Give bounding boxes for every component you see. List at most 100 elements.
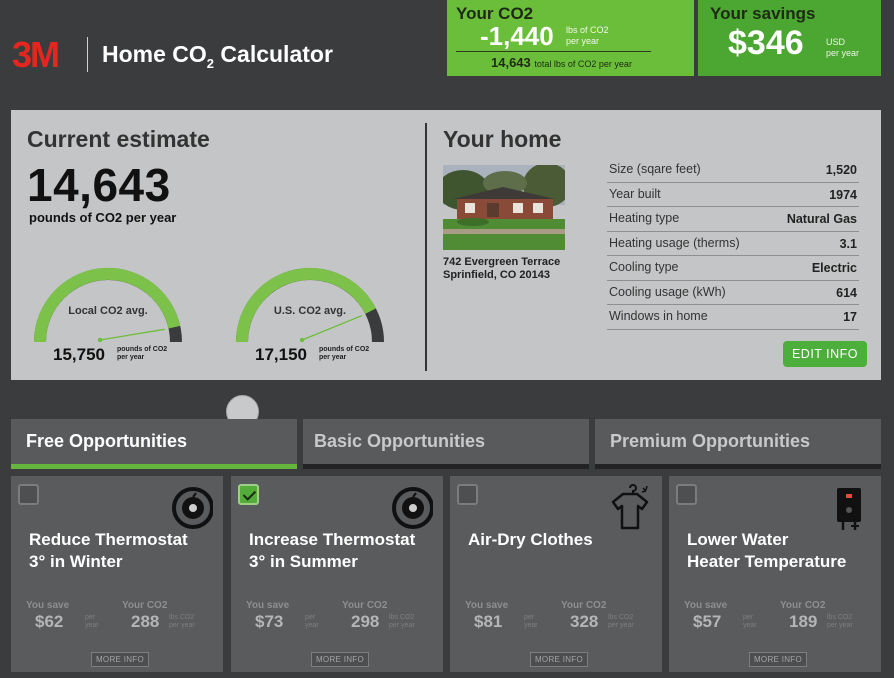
svg-text:3M: 3M xyxy=(12,38,58,70)
tab-label: Free Opportunities xyxy=(26,431,188,451)
your-co2-rule xyxy=(456,51,651,52)
tab-label: Premium Opportunities xyxy=(610,431,811,451)
gauge-label: U.S. CO2 avg. xyxy=(273,305,347,317)
address-line-1: 742 Evergreen Terrace xyxy=(443,256,561,268)
gauge-needle-dot xyxy=(299,337,305,343)
current-estimate-unit: pounds of CO2 per year xyxy=(29,210,177,225)
gauge-value: 17,150 xyxy=(255,345,307,364)
your-co2-label: Your CO2 xyxy=(456,4,534,23)
detail-row: Year built 1974 xyxy=(607,183,859,207)
you-save-unit: per year xyxy=(85,614,99,629)
you-save-value: $62 xyxy=(35,612,64,631)
opportunity-card[interactable]: Lower Water Heater Temperature You save $… xyxy=(669,476,881,672)
tab-premium-opportunities[interactable]: Premium Opportunities xyxy=(595,419,881,469)
panel-separator xyxy=(425,123,427,371)
tab-label: Basic Opportunities xyxy=(314,431,486,451)
detail-row: Heating usage (therms) 3.1 xyxy=(607,232,859,256)
you-save-unit: per year xyxy=(524,614,538,629)
detail-row: Size (sqare feet) 1,520 xyxy=(607,158,859,183)
more-info-button[interactable]: MORE INFO xyxy=(91,652,149,667)
tab-basic-opportunities[interactable]: Basic Opportunities xyxy=(303,419,589,469)
your-co2-unit: lbs of CO2 per year xyxy=(566,25,609,46)
us-co2-gauge: U.S. CO2 avg. 17,150 pounds of CO2 per ye… xyxy=(230,260,390,375)
header-divider xyxy=(87,37,88,72)
your-co2-value: 328 xyxy=(570,612,599,631)
gauge-needle xyxy=(99,328,165,341)
you-save-label: You save xyxy=(684,600,728,611)
local-co2-gauge: Local CO2 avg. 15,750 pounds of CO2 per y… xyxy=(28,260,188,375)
address-line-2: Sprinfield, CO 20143 xyxy=(443,269,550,281)
opportunity-title: Lower Water Heater Temperature xyxy=(687,530,847,571)
thermostat-icon xyxy=(392,487,433,529)
opportunity-card[interactable]: Reduce Thermostat 3° in Winter You save $… xyxy=(11,476,223,672)
your-co2-value: 298 xyxy=(351,612,380,631)
your-savings-unit: USD per year xyxy=(826,37,860,58)
your-co2-unit: lbs CO2 per year xyxy=(389,614,415,629)
tab-indicator xyxy=(303,464,589,469)
gauge-unit: pounds of CO2 per year xyxy=(117,346,168,361)
opportunity-checkbox[interactable] xyxy=(676,484,697,505)
water-heater-icon xyxy=(837,488,861,530)
you-save-value: $73 xyxy=(255,612,284,631)
more-info-button[interactable]: MORE INFO xyxy=(530,652,588,667)
you-save-unit: per year xyxy=(305,614,319,629)
your-savings-value: $346 xyxy=(728,24,804,62)
opportunity-checkbox[interactable] xyxy=(457,484,478,505)
you-save-label: You save xyxy=(246,600,290,611)
your-co2-summary: Your CO2 -1,440 lbs of CO2 per year 14,64… xyxy=(447,0,694,76)
3m-logo: 3M xyxy=(12,38,60,70)
current-estimate-value: 14,643 xyxy=(27,159,171,211)
your-co2-value: -1,440 xyxy=(480,21,554,51)
your-co2-label: Your CO2 xyxy=(342,600,388,611)
more-info-button[interactable]: MORE INFO xyxy=(311,652,369,667)
home-details-list: Size (sqare feet) 1,520 Year built 1974 He… xyxy=(607,158,859,330)
tab-free-opportunities[interactable]: Free Opportunities xyxy=(11,419,297,469)
estimate-panel: Current estimate 14,643 pounds of CO2 pe… xyxy=(11,110,881,380)
gauge-us-svg xyxy=(236,267,384,343)
gauge-label: Local CO2 avg. xyxy=(68,305,148,317)
current-estimate-title: Current estimate xyxy=(27,126,210,152)
detail-row: Cooling usage (kWh) 614 xyxy=(607,281,859,305)
you-save-value: $57 xyxy=(693,612,722,631)
opportunity-card[interactable]: Increase Thermostat 3° in Summer You save… xyxy=(231,476,443,672)
home-photo xyxy=(443,165,565,250)
your-co2-total: 14,643 total lbs of CO2 per year xyxy=(491,55,632,70)
you-save-unit: per year xyxy=(743,614,757,629)
detail-row: Cooling type Electric xyxy=(607,256,859,281)
your-co2-value: 189 xyxy=(789,612,818,631)
house-image xyxy=(443,165,565,250)
your-home-title: Your home xyxy=(443,126,562,152)
detail-row: Heating type Natural Gas xyxy=(607,207,859,232)
opportunity-title: Reduce Thermostat 3° in Winter xyxy=(29,530,188,571)
opportunity-title: Air-Dry Clothes xyxy=(468,530,593,549)
gauge-needle xyxy=(301,315,362,341)
opportunity-checkbox[interactable] xyxy=(238,484,259,505)
you-save-value: $81 xyxy=(474,612,503,631)
tab-indicator xyxy=(11,464,297,469)
opportunity-card[interactable]: Air-Dry Clothes You save $81 per year You… xyxy=(450,476,662,672)
opportunity-checkbox[interactable] xyxy=(18,484,39,505)
your-savings-label: Your savings xyxy=(710,4,816,23)
you-save-label: You save xyxy=(26,600,70,611)
tab-indicator xyxy=(595,464,881,469)
gauge-needle-dot xyxy=(97,337,103,343)
gauge-value: 15,750 xyxy=(53,345,105,364)
more-info-button[interactable]: MORE INFO xyxy=(749,652,807,667)
edit-info-button[interactable]: EDIT INFO xyxy=(783,341,867,367)
home-address: 742 Evergreen Terrace Sprinfield, CO 201… xyxy=(443,256,560,282)
your-co2-unit: lbs CO2 per year xyxy=(827,614,853,629)
thermostat-icon xyxy=(172,487,213,529)
opportunity-title: Increase Thermostat 3° in Summer xyxy=(249,530,416,571)
your-co2-label: Your CO2 xyxy=(561,600,607,611)
header: 3M Home CO2 Calculator Your CO2 -1,440 l… xyxy=(0,0,894,110)
your-co2-label: Your CO2 xyxy=(122,600,168,611)
shirt-hanger-icon xyxy=(611,484,649,530)
gauge-local-svg xyxy=(33,267,182,343)
gauge-fill xyxy=(236,267,376,343)
you-save-label: You save xyxy=(465,600,509,611)
your-co2-value: 288 xyxy=(131,612,160,631)
app-title: Home CO2 Calculator xyxy=(102,41,333,71)
your-co2-unit: lbs CO2 per year xyxy=(608,614,634,629)
your-co2-unit: lbs CO2 per year xyxy=(169,614,195,629)
detail-row: Windows in home 17 xyxy=(607,305,859,330)
